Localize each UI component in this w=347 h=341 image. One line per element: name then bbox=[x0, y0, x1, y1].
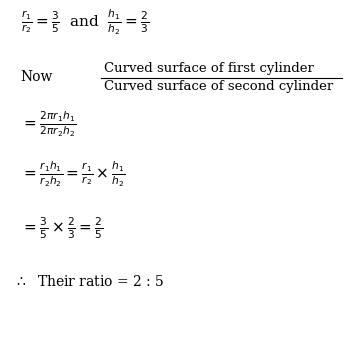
Text: $= \frac{r_1 h_1}{r_2 h_2} = \frac{r_1}{r_2} \times \frac{h_1}{h_2}$: $= \frac{r_1 h_1}{r_2 h_2} = \frac{r_1}{… bbox=[21, 159, 125, 189]
Text: Now: Now bbox=[21, 70, 53, 84]
Text: Curved surface of first cylinder: Curved surface of first cylinder bbox=[104, 62, 314, 75]
Text: Curved surface of second cylinder: Curved surface of second cylinder bbox=[104, 80, 333, 93]
Text: $= \frac{2\pi r_1 h_1}{2\pi r_2 h_2}$: $= \frac{2\pi r_1 h_1}{2\pi r_2 h_2}$ bbox=[21, 110, 76, 139]
Text: $\therefore$  Their ratio = 2 : 5: $\therefore$ Their ratio = 2 : 5 bbox=[14, 274, 164, 289]
Text: $\frac{r_1}{r_2} = \frac{3}{5}$  and  $\frac{h_1}{h_2} = \frac{2}{3}$: $\frac{r_1}{r_2} = \frac{3}{5}$ and $\fr… bbox=[21, 8, 149, 37]
Text: $= \frac{3}{5} \times \frac{2}{3} = \frac{2}{5}$: $= \frac{3}{5} \times \frac{2}{3} = \fra… bbox=[21, 216, 103, 241]
